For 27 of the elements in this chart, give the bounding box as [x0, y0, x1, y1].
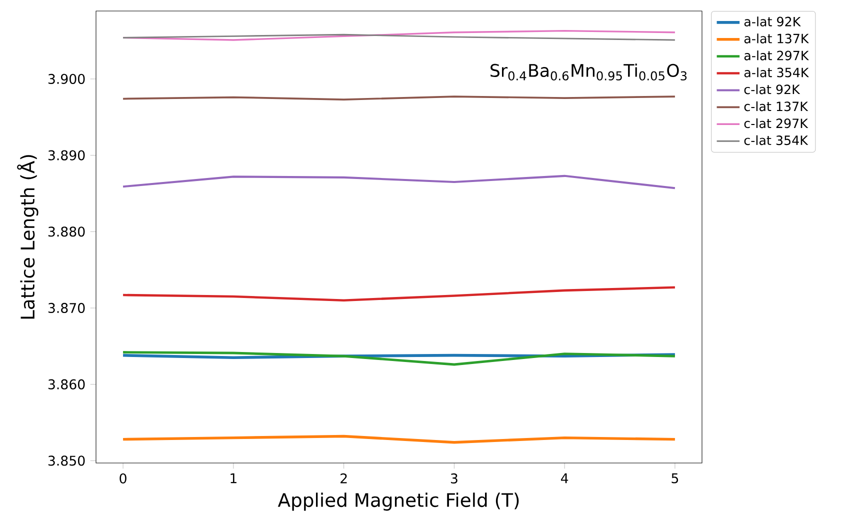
line-series: [122, 434, 676, 444]
y-tick-label: 3.880: [48, 226, 85, 237]
x-tick-label: 3: [450, 473, 458, 484]
legend-label: c-lat 354K: [744, 135, 808, 146]
x-tick-label: 4: [560, 473, 568, 484]
legend-label: a-lat 137K: [744, 34, 809, 44]
y-tick-label: 3.870: [48, 302, 85, 314]
text: Sr$_{0.4}$Ba$_{0.6}$Mn$_{0.95}$Ti$_{0.05}$O$_{3}$: [490, 64, 687, 80]
legend-label: c-lat 137K: [744, 101, 808, 112]
legend-label: c-lat 92K: [744, 84, 800, 94]
y-tick-label: 3.850: [48, 456, 85, 466]
y-tick-label: 3.900: [48, 74, 85, 84]
x-axis-title: Applied Magnetic Field (T): [278, 492, 519, 511]
x-tick-label: 2: [340, 473, 347, 484]
x-tick-label: 5: [672, 473, 678, 484]
y-axis-title: Lattice Length (Å): [17, 155, 38, 319]
line-series: [122, 286, 676, 302]
y-tick-label: 3.860: [48, 379, 85, 390]
legend-label: a-lat 92K: [744, 16, 801, 26]
line-series: [122, 174, 676, 190]
legend-label: c-lat 297K: [744, 118, 808, 128]
y-tick-label: 3.890: [48, 150, 85, 160]
legend-label: a-lat 354K: [744, 67, 809, 78]
line-series: [122, 351, 676, 366]
legend-label: a-lat 297K: [744, 50, 809, 60]
x-tick-label: 1: [230, 473, 236, 484]
x-tick-label: 0: [120, 473, 126, 484]
